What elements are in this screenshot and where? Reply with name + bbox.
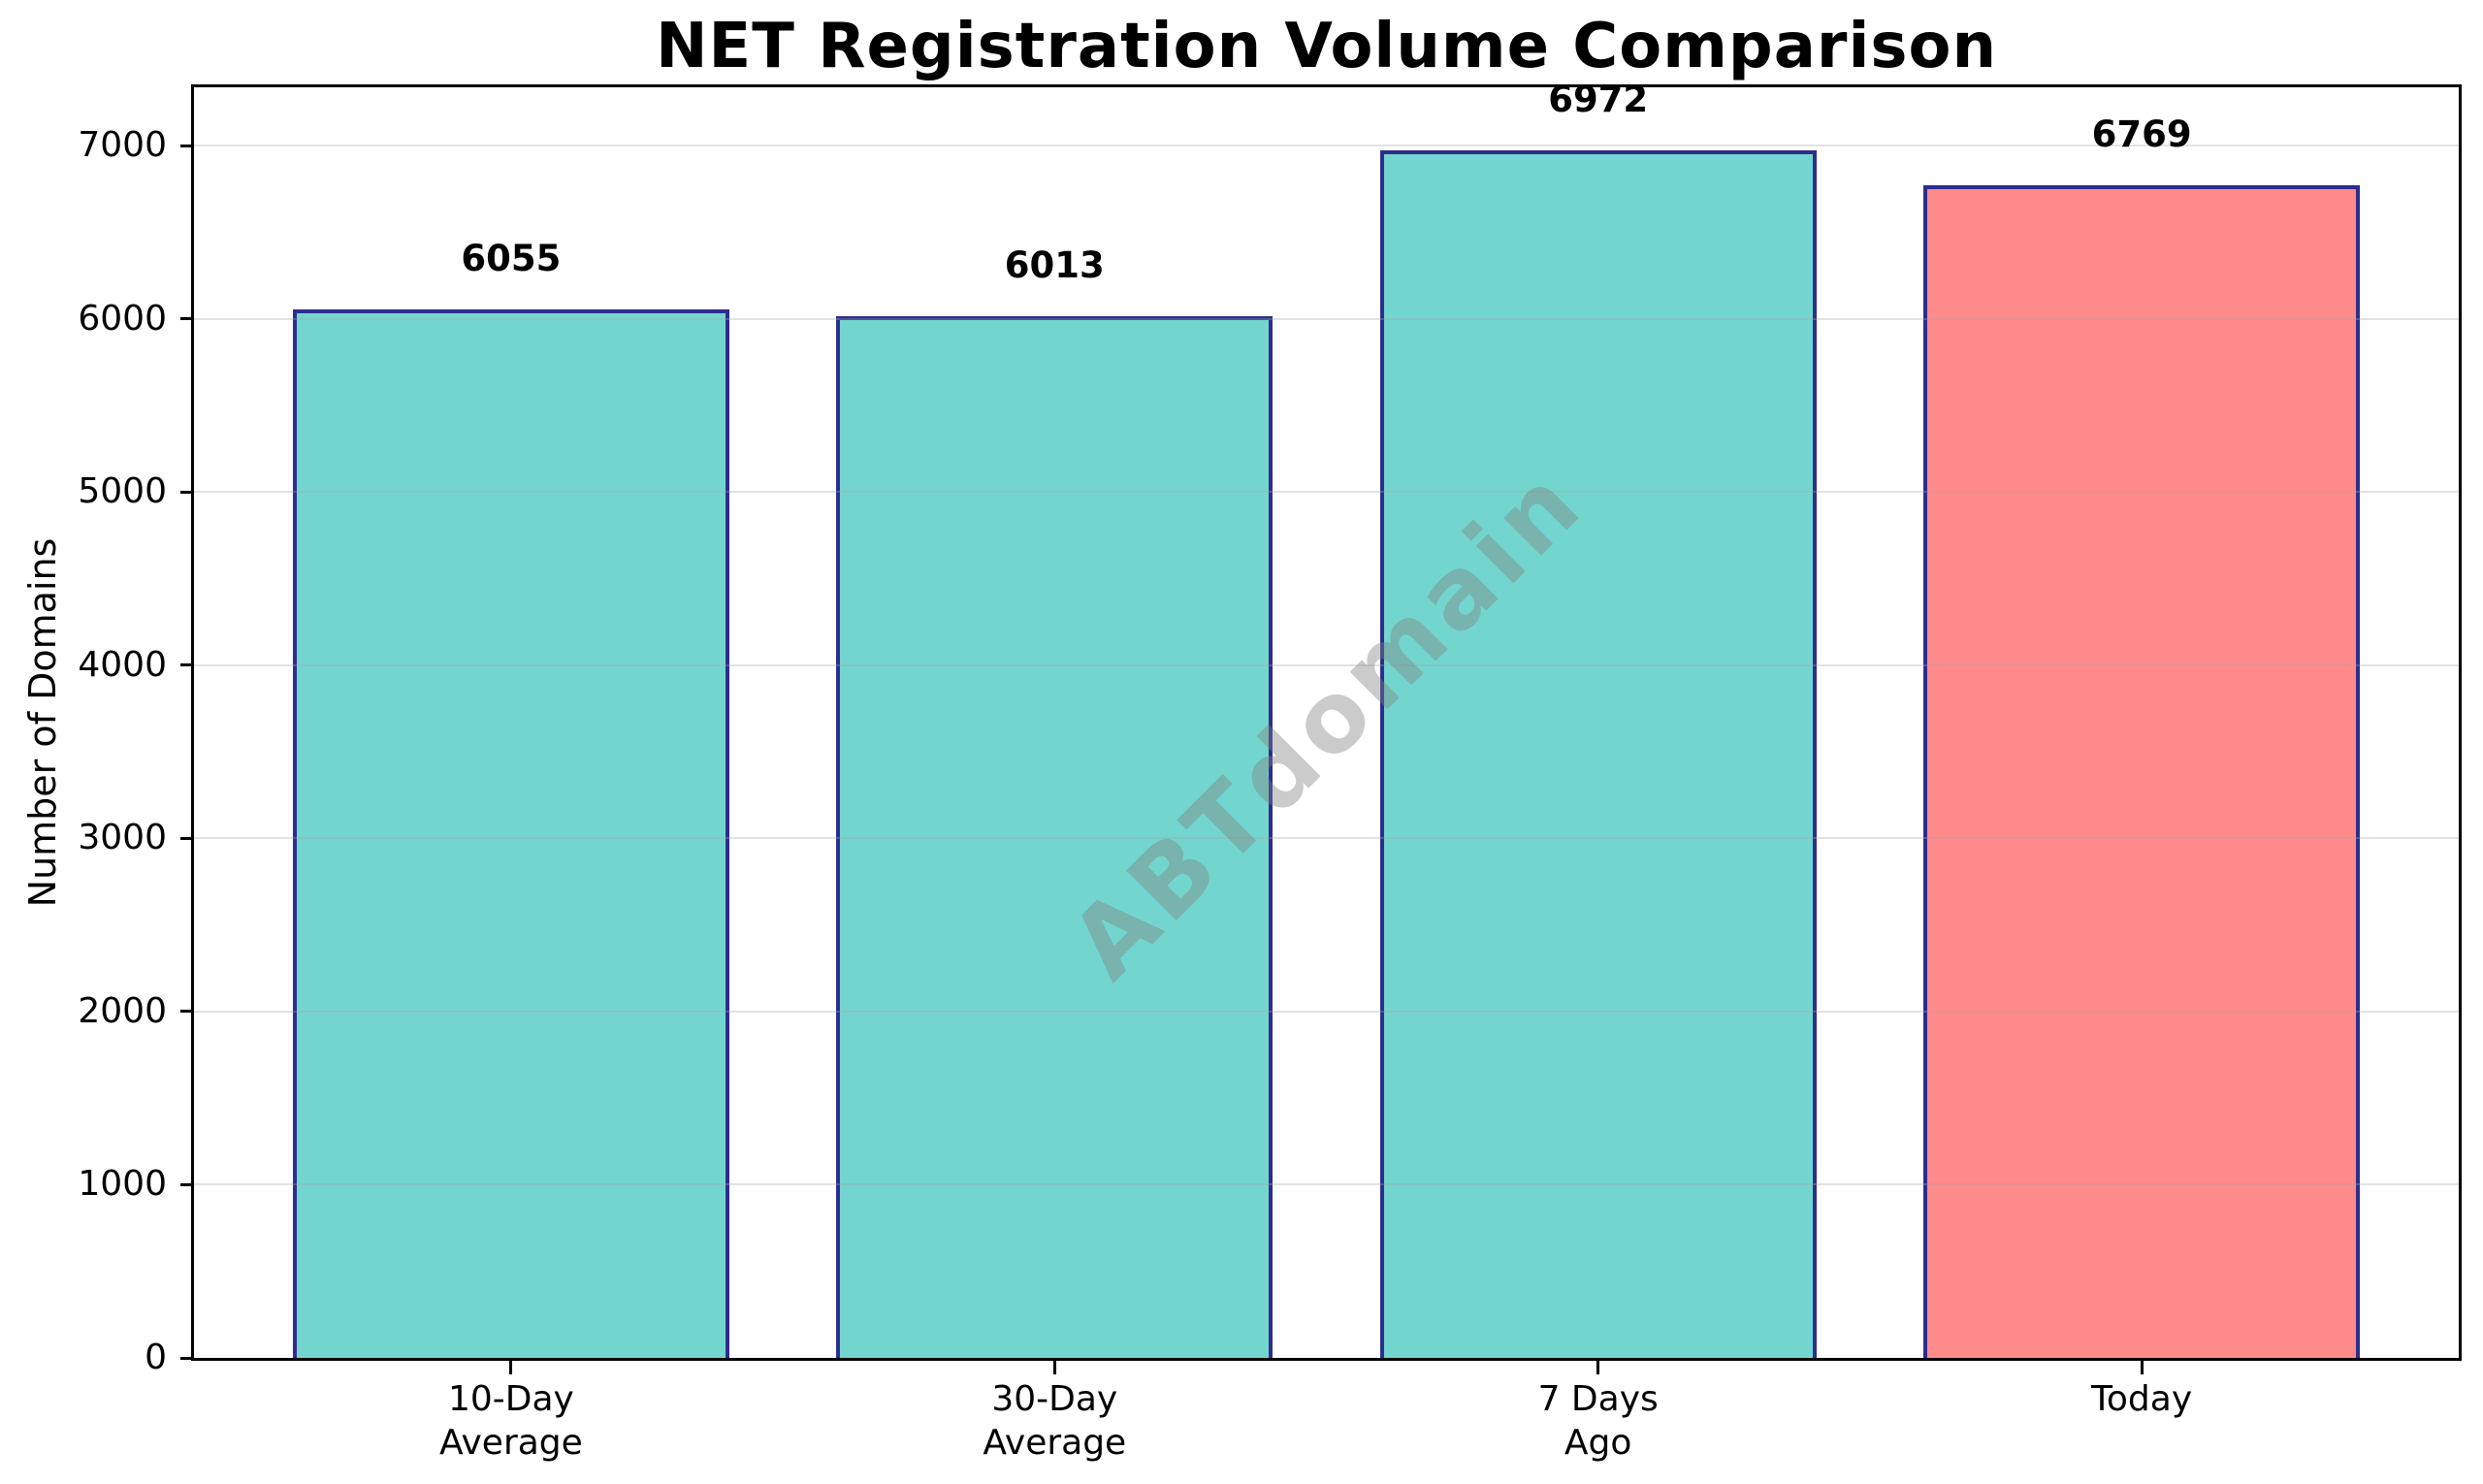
x-tick-label-0: 10-Day Average bbox=[438, 1379, 583, 1463]
x-tick-mark-0 bbox=[509, 1361, 513, 1374]
x-tick-label-2: 7 Days Ago bbox=[1537, 1379, 1659, 1463]
bar-value-label-1: 6013 bbox=[1004, 244, 1105, 286]
y-tick-label-7000: 7000 bbox=[78, 125, 167, 165]
x-tick-mark-1 bbox=[1052, 1361, 1056, 1374]
bar-value-label-2: 6972 bbox=[1548, 79, 1649, 120]
x-tick-label-3: Today bbox=[2091, 1379, 2193, 1419]
y-tick-mark-2000 bbox=[180, 1010, 194, 1014]
y-tick-mark-6000 bbox=[180, 317, 194, 321]
y-tick-mark-3000 bbox=[180, 836, 194, 840]
y-tick-label-4000: 4000 bbox=[78, 644, 167, 685]
chart-title: NET Registration Volume Comparison bbox=[655, 11, 1998, 82]
bar-10-day-average bbox=[292, 309, 729, 1358]
bar-value-label-3: 6769 bbox=[2091, 113, 2192, 155]
y-tick-mark-5000 bbox=[180, 490, 194, 494]
y-tick-mark-4000 bbox=[180, 663, 194, 667]
y-tick-mark-0 bbox=[180, 1356, 194, 1360]
bar-7-days-ago bbox=[1379, 150, 1817, 1358]
x-tick-mark-2 bbox=[1596, 1361, 1600, 1374]
y-tick-label-1000: 1000 bbox=[78, 1164, 167, 1205]
bar-30-day-average bbox=[836, 316, 1274, 1358]
y-tick-label-3000: 3000 bbox=[78, 818, 167, 858]
bar-today bbox=[1923, 185, 2361, 1358]
x-tick-label-1: 30-Day Average bbox=[983, 1379, 1127, 1463]
bar-value-label-0: 6055 bbox=[461, 238, 562, 279]
y-tick-label-6000: 6000 bbox=[78, 298, 167, 339]
y-tick-mark-1000 bbox=[180, 1182, 194, 1186]
y-tick-mark-7000 bbox=[180, 144, 194, 147]
y-tick-label-5000: 5000 bbox=[78, 471, 167, 512]
y-tick-label-0: 0 bbox=[145, 1338, 167, 1377]
x-tick-mark-3 bbox=[2140, 1361, 2144, 1374]
plot-area: ABTdomain 6055 6013 6972 6769 bbox=[191, 79, 2462, 1361]
y-tick-label-2000: 2000 bbox=[78, 990, 167, 1031]
